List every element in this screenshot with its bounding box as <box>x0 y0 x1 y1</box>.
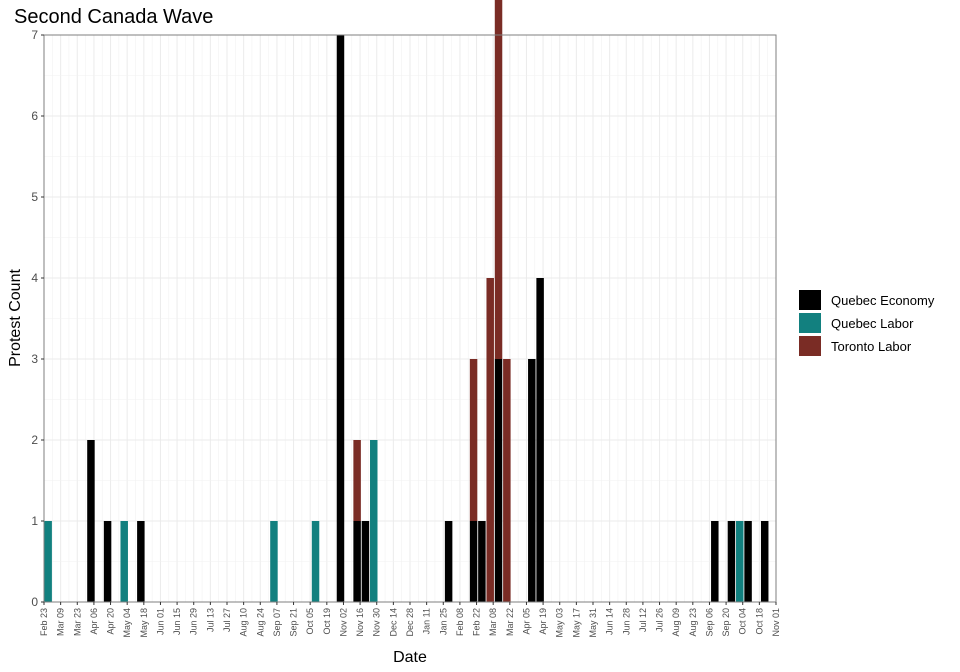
x-tick-label: Mar 22 <box>505 608 515 636</box>
bar-quebec-labor <box>311 521 320 602</box>
x-tick-label: Jan 25 <box>438 608 448 635</box>
x-tick-label: Mar 08 <box>488 608 498 636</box>
bar-quebec-economy <box>478 521 486 602</box>
y-tick-label: 7 <box>31 28 38 42</box>
x-tick-label: May 17 <box>571 608 581 638</box>
bar-quebec-economy <box>744 521 752 602</box>
x-tick-label: Jan 11 <box>422 608 432 634</box>
bar-toronto-labor <box>494 0 503 359</box>
x-tick-label: Feb 22 <box>472 608 482 636</box>
x-tick-label: Aug 23 <box>688 608 698 637</box>
x-tick-label: May 31 <box>588 608 598 638</box>
plot-panel: 0 1 2 3 4 5 6 7 Feb 23 Mar 09 Mar 23 Apr 06 Apr 20 Ma… <box>31 0 781 638</box>
x-tick-label: Dec 14 <box>388 608 398 637</box>
bar-quebec-labor <box>120 521 128 602</box>
bar-quebec-economy <box>528 359 536 602</box>
x-tick-label: May 18 <box>139 608 149 638</box>
legend-label: Toronto Labor <box>831 339 912 354</box>
legend-label: Quebec Labor <box>831 316 914 331</box>
bar-quebec-economy <box>494 359 503 602</box>
x-tick-label: Sep 20 <box>721 608 731 637</box>
x-tick-label: Sep 06 <box>704 608 714 637</box>
bar-quebec-economy <box>137 521 145 602</box>
x-tick-label: Jun 01 <box>155 608 165 635</box>
legend-key-toronto-labor <box>799 336 821 356</box>
x-tick-label: Aug 09 <box>671 608 681 637</box>
bar-quebec-economy <box>103 521 112 602</box>
y-axis-label: Protest Count <box>7 269 24 367</box>
x-tick-label: Feb 08 <box>455 608 465 636</box>
x-tick-label: Jul 26 <box>655 608 665 632</box>
x-tick-label: May 04 <box>122 608 132 638</box>
bar-toronto-labor <box>469 359 478 521</box>
bar-toronto-labor <box>486 278 494 602</box>
bar-quebec-labor <box>370 440 378 602</box>
x-tick-label: Apr 05 <box>521 608 531 635</box>
x-tick-label: Nov 30 <box>372 608 382 637</box>
x-tick-label: Jul 27 <box>222 608 232 632</box>
x-tick-label: Nov 01 <box>771 608 781 637</box>
y-tick-label: 3 <box>31 352 38 366</box>
y-tick-label: 1 <box>31 514 38 528</box>
chart-title: Second Canada Wave <box>14 6 213 28</box>
y-tick-label: 2 <box>31 433 38 447</box>
bar-quebec-labor <box>44 521 52 602</box>
legend-label: Quebec Economy <box>831 293 935 308</box>
legend: Quebec Economy Quebec Labor Toronto Labor <box>799 290 935 356</box>
x-tick-label: Aug 10 <box>239 608 249 637</box>
bar-quebec-economy <box>727 521 736 602</box>
x-tick-label: Aug 24 <box>255 608 265 637</box>
x-axis-label: Date <box>393 649 427 666</box>
bar-quebec-economy <box>469 521 478 602</box>
x-tick-label: Jun 15 <box>172 608 182 635</box>
x-tick-label: Jul 13 <box>205 608 215 632</box>
x-tick-label: Oct 19 <box>322 608 332 635</box>
x-tick-label: Mar 23 <box>72 608 82 636</box>
x-tick-label: Apr 20 <box>106 608 116 635</box>
x-tick-label: Feb 23 <box>39 608 49 636</box>
x-tick-label: Mar 09 <box>56 608 66 636</box>
x-tick-label: Jun 29 <box>189 608 199 635</box>
bar-toronto-labor <box>353 440 361 521</box>
bar-quebec-economy <box>444 521 453 602</box>
bar-quebec-labor <box>736 521 744 602</box>
x-tick-label: Apr 06 <box>89 608 99 635</box>
bar-quebec-economy <box>353 521 361 602</box>
bar-quebec-economy <box>361 521 370 602</box>
y-tick-label: 5 <box>31 190 38 204</box>
legend-key-quebec-economy <box>799 290 821 310</box>
x-tick-label: Sep 21 <box>289 608 299 637</box>
y-tick-label: 0 <box>31 595 38 609</box>
x-tick-label: Jun 14 <box>605 608 615 635</box>
x-tick-label: May 03 <box>555 608 565 638</box>
y-tick-label: 4 <box>31 271 38 285</box>
bar-quebec-labor <box>270 521 278 602</box>
y-tick-label: 6 <box>31 109 38 123</box>
x-tick-label: Jul 12 <box>638 608 648 632</box>
bar-quebec-economy <box>711 521 719 602</box>
x-tick-label: Jun 28 <box>621 608 631 635</box>
legend-key-quebec-labor <box>799 313 821 333</box>
x-tick-label: Nov 16 <box>355 608 365 637</box>
x-tick-label: Sep 07 <box>272 608 282 637</box>
bar-toronto-labor <box>503 359 511 602</box>
x-tick-label: Oct 18 <box>754 608 764 635</box>
bar-quebec-economy <box>536 278 544 602</box>
bar-quebec-economy <box>87 440 95 602</box>
x-tick-label: Dec 28 <box>405 608 415 637</box>
x-tick-label: Oct 04 <box>738 608 748 635</box>
bar-quebec-economy <box>760 521 769 602</box>
x-tick-label: Oct 05 <box>305 608 315 635</box>
x-tick-label: Apr 19 <box>538 608 548 635</box>
bar-quebec-economy <box>336 35 345 602</box>
x-tick-label: Nov 02 <box>338 608 348 637</box>
